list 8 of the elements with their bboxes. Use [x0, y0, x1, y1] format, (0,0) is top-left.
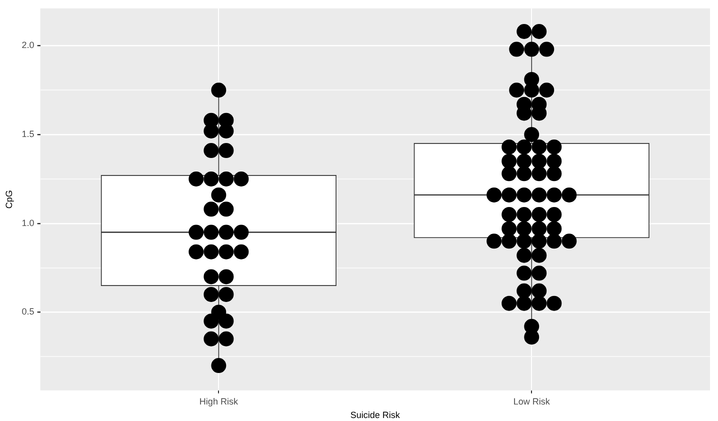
- y-tick-label: 1.5: [22, 129, 34, 140]
- x-axis-title: Suicide Risk: [350, 410, 400, 420]
- x-tick-label: High Risk: [199, 396, 238, 406]
- x-tick-label: Low Risk: [513, 396, 550, 406]
- y-tick-label: 1.0: [22, 218, 34, 228]
- y-axis-title: CpG: [4, 190, 14, 209]
- y-tick-label: 2.0: [22, 40, 34, 50]
- y-tick-label: 0.5: [22, 306, 34, 317]
